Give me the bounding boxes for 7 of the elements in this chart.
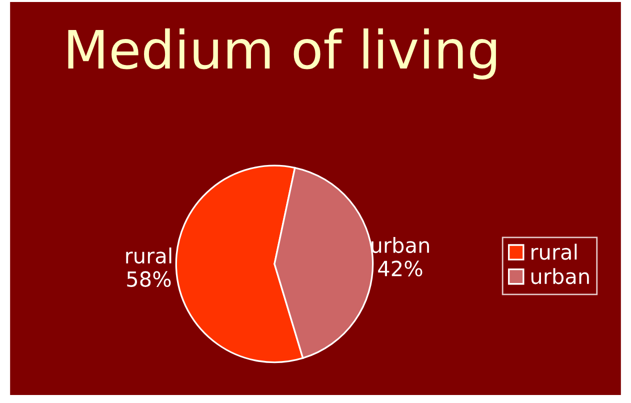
data-label: 42%: [378, 260, 422, 276]
legend-label: urban: [531, 268, 589, 284]
slice-label: rural: [126, 247, 172, 264]
slice-label: urban: [372, 236, 429, 254]
chart-title: Medium of living: [68, 28, 496, 80]
legend-label: rural: [532, 244, 577, 260]
data-label: 58%: [127, 271, 171, 287]
